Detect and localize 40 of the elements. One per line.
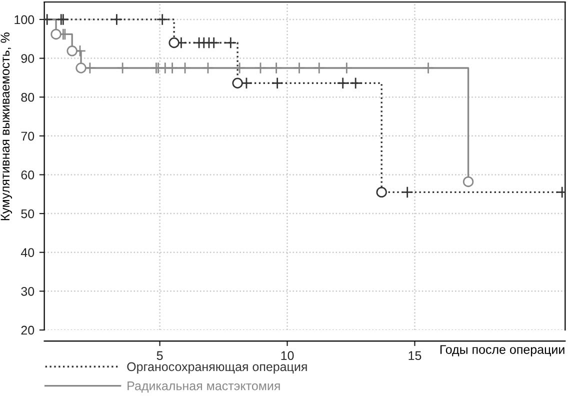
point — [166, 62, 178, 74]
y-axis-title: Кумулятивная выживаемость, % — [0, 32, 12, 220]
x-axis-title: Годы после операции — [440, 345, 564, 356]
point — [422, 62, 434, 74]
y-tick-label: 90 — [21, 54, 34, 63]
point — [350, 77, 362, 90]
point — [271, 77, 284, 90]
point — [234, 62, 246, 74]
y-tick-label: 70 — [21, 132, 34, 141]
x-tick-label: 15 — [408, 351, 422, 360]
point — [254, 62, 267, 74]
y-tick-label: 40 — [20, 248, 34, 258]
point — [178, 62, 192, 74]
y-tick-label: 60 — [21, 170, 34, 180]
point — [270, 62, 282, 74]
text: Органосохраняющая операция — [127, 362, 307, 374]
point — [116, 62, 129, 74]
point — [232, 78, 243, 88]
point — [110, 13, 123, 26]
point — [76, 62, 86, 74]
y-tick-label: 50 — [21, 209, 34, 218]
point — [340, 62, 353, 74]
text: Радикальная мастэктомия — [128, 382, 280, 393]
y-tick-label: 30 — [21, 286, 34, 296]
point — [66, 46, 78, 56]
point — [156, 13, 168, 26]
point — [376, 186, 387, 198]
x-tick-label: 10 — [281, 351, 294, 360]
point — [50, 28, 62, 40]
y-tick-label: 20 — [21, 326, 34, 335]
point — [462, 176, 474, 188]
x-tick-label: 5 — [156, 351, 163, 360]
point — [313, 62, 326, 74]
point — [168, 37, 180, 48]
point — [202, 62, 214, 74]
y-tick-label: 80 — [21, 92, 34, 102]
point — [224, 36, 237, 49]
y-tick-label: 100 — [14, 15, 34, 24]
point — [293, 62, 306, 74]
point — [336, 77, 349, 90]
